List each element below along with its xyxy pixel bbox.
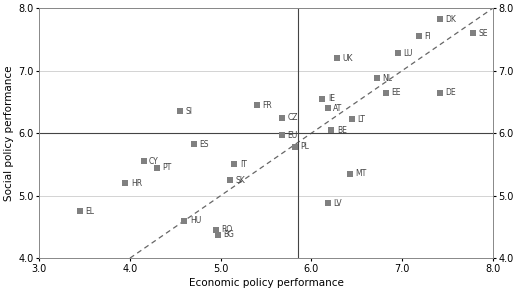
Y-axis label: Social policy performance: Social policy performance: [4, 65, 14, 201]
Text: LV: LV: [333, 199, 342, 208]
Text: EE: EE: [391, 88, 401, 97]
Point: [278, 115, 286, 120]
Point: [324, 201, 332, 206]
Point: [382, 90, 390, 95]
Text: HU: HU: [190, 216, 201, 225]
Text: PT: PT: [163, 163, 172, 172]
Point: [121, 181, 130, 185]
Text: ES: ES: [199, 140, 208, 149]
Point: [190, 142, 198, 147]
Text: DK: DK: [445, 15, 456, 24]
Point: [139, 159, 148, 164]
Text: BG: BG: [223, 230, 234, 239]
Point: [327, 128, 336, 132]
Point: [212, 228, 220, 232]
Point: [436, 17, 444, 22]
Point: [318, 96, 326, 101]
Text: PL: PL: [300, 142, 309, 151]
Text: UK: UK: [342, 54, 353, 63]
X-axis label: Economic policy performance: Economic policy performance: [189, 278, 343, 288]
Point: [153, 165, 161, 170]
Text: CZ: CZ: [288, 113, 298, 122]
Point: [372, 76, 381, 81]
Text: AT: AT: [333, 104, 342, 113]
Point: [253, 103, 261, 107]
Point: [348, 117, 356, 122]
Text: IT: IT: [240, 160, 247, 169]
Text: CY: CY: [149, 157, 159, 166]
Point: [346, 171, 354, 176]
Point: [230, 162, 238, 167]
Point: [176, 109, 184, 114]
Text: FI: FI: [424, 32, 430, 41]
Point: [469, 31, 477, 36]
Text: EU: EU: [287, 131, 297, 140]
Point: [226, 178, 234, 182]
Text: SI: SI: [185, 107, 192, 116]
Point: [76, 209, 84, 213]
Text: LU: LU: [403, 49, 412, 58]
Point: [277, 133, 285, 137]
Text: RO: RO: [222, 225, 233, 234]
Text: MT: MT: [355, 169, 366, 178]
Point: [333, 56, 341, 60]
Text: HR: HR: [131, 179, 142, 188]
Point: [291, 145, 299, 149]
Text: SE: SE: [479, 29, 488, 38]
Text: IE: IE: [328, 94, 335, 103]
Point: [436, 90, 444, 95]
Text: BE: BE: [337, 126, 347, 135]
Point: [180, 218, 189, 223]
Text: SK: SK: [235, 175, 245, 185]
Text: LT: LT: [358, 115, 366, 124]
Point: [214, 233, 222, 237]
Point: [414, 34, 423, 39]
Text: DE: DE: [445, 88, 456, 97]
Text: EL: EL: [85, 207, 95, 216]
Point: [394, 51, 402, 55]
Text: NL: NL: [382, 74, 392, 83]
Text: FR: FR: [263, 100, 272, 110]
Point: [324, 106, 332, 110]
